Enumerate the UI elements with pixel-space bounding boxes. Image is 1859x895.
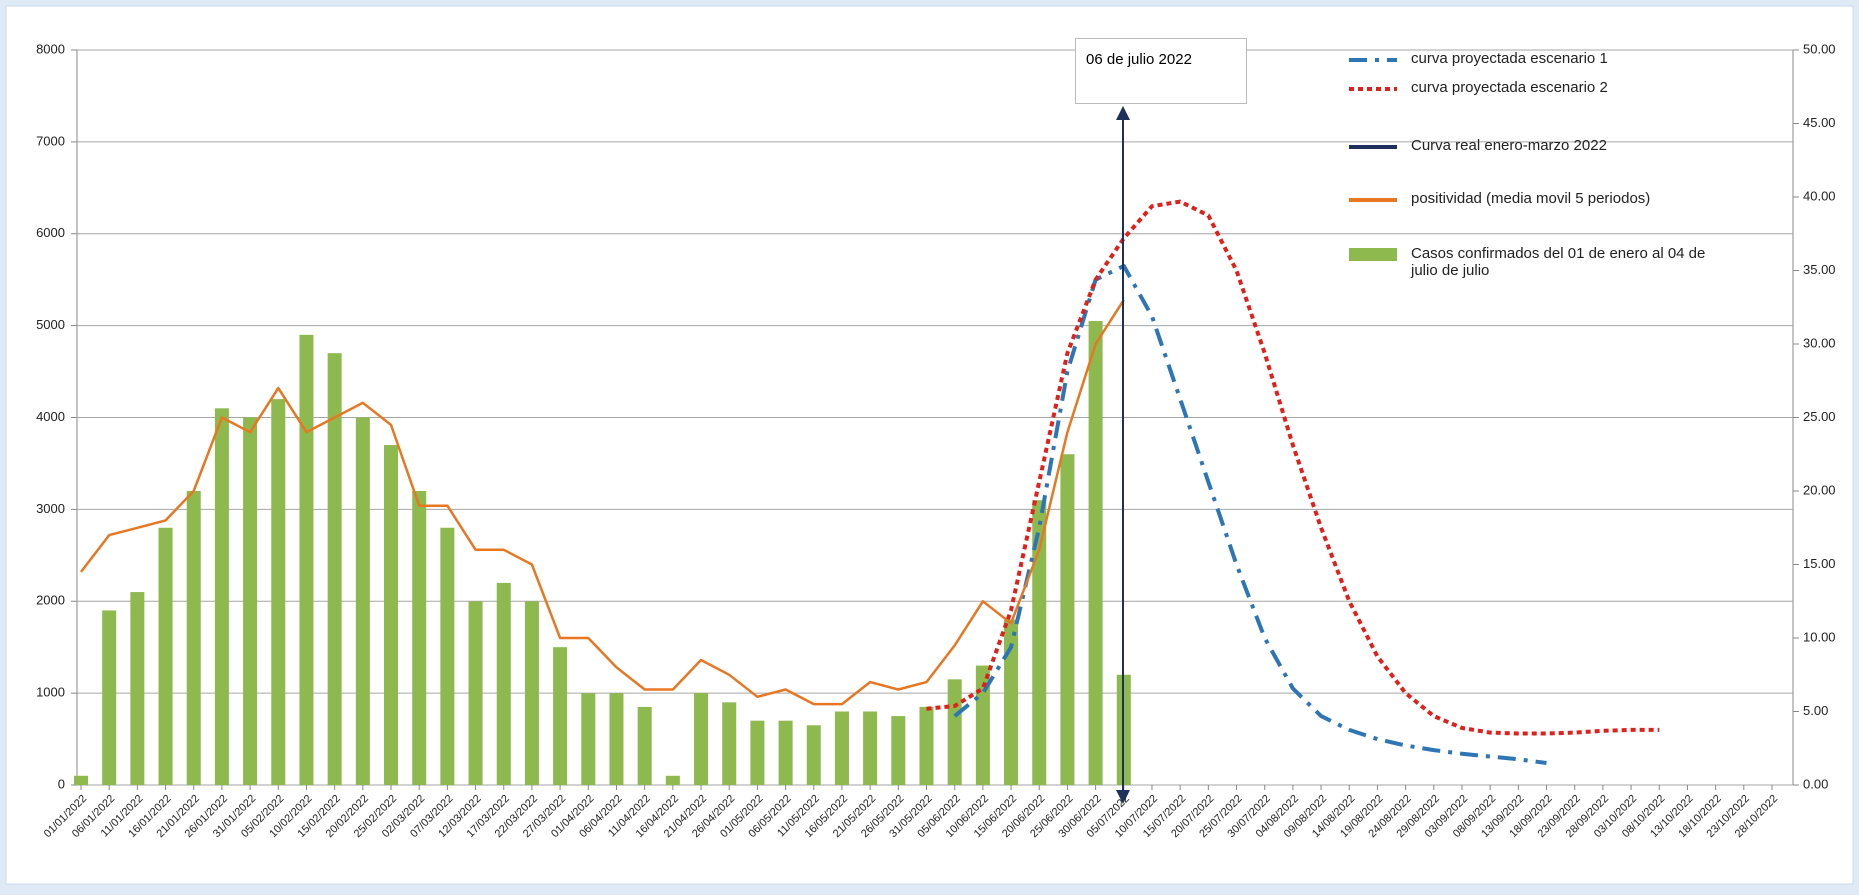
legend-label: Curva real enero-marzo 2022 — [1411, 137, 1607, 154]
legend-item: positividad (media movil 5 periodos) — [1345, 190, 1725, 208]
y-tick-label: 4000 — [36, 409, 65, 424]
y-tick-label: 2000 — [36, 593, 65, 608]
y2-tick-label: 35.00 — [1803, 262, 1836, 277]
bar — [947, 679, 962, 785]
bar — [665, 775, 680, 785]
bar — [1088, 321, 1103, 785]
bar — [102, 610, 117, 785]
series-line — [953, 263, 1547, 765]
legend-item: Casos confirmados del 01 de enero al 04 … — [1345, 245, 1725, 279]
bar — [299, 334, 314, 785]
y-tick-label: 3000 — [36, 501, 65, 516]
bar — [1032, 500, 1047, 785]
bar — [130, 592, 145, 785]
y2-tick-label: 10.00 — [1803, 629, 1836, 644]
y2-tick-label: 5.00 — [1803, 703, 1828, 718]
bar — [863, 711, 878, 785]
bar — [750, 720, 765, 785]
bar — [327, 353, 342, 785]
legend-swatch — [1349, 198, 1397, 202]
bar — [722, 702, 737, 785]
bar — [468, 601, 483, 785]
bar — [243, 417, 258, 785]
y2-tick-label: 15.00 — [1803, 556, 1836, 571]
legend-item: curva proyectada escenario 2 — [1345, 79, 1725, 97]
bar — [806, 725, 821, 785]
bar — [1060, 454, 1075, 785]
bar — [637, 706, 652, 785]
bar — [355, 417, 370, 785]
bar — [496, 582, 511, 785]
annotation: 06 de julio 2022 — [1075, 38, 1247, 104]
legend-swatch — [1349, 248, 1397, 261]
y-tick-label: 7000 — [36, 133, 65, 148]
bar — [609, 693, 624, 785]
bar — [214, 408, 229, 785]
legend-label: curva proyectada escenario 2 — [1411, 79, 1608, 96]
bar — [975, 665, 990, 785]
bar — [891, 716, 906, 785]
bar — [158, 527, 173, 785]
y2-tick-label: 40.00 — [1803, 188, 1836, 203]
bar — [271, 399, 286, 785]
y2-tick-label: 50.00 — [1803, 41, 1836, 56]
bar — [553, 647, 568, 785]
legend-label: Casos confirmados del 01 de enero al 04 … — [1411, 245, 1706, 279]
legend-item: curva proyectada escenario 1 — [1345, 50, 1725, 68]
bar — [919, 706, 934, 785]
y2-tick-label: 45.00 — [1803, 115, 1836, 130]
bar — [694, 693, 709, 785]
y2-tick-label: 20.00 — [1803, 482, 1836, 497]
legend-label: curva proyectada escenario 1 — [1411, 50, 1608, 67]
series-line — [80, 299, 1125, 706]
y2-tick-label: 25.00 — [1803, 409, 1836, 424]
bar — [440, 527, 455, 785]
legend-item: Curva real enero-marzo 2022 — [1345, 137, 1725, 155]
y-tick-label: 5000 — [36, 317, 65, 332]
bar — [384, 445, 399, 785]
y-tick-label: 0 — [58, 776, 65, 791]
y-tick-label: 8000 — [36, 41, 65, 56]
y2-tick-label: 30.00 — [1803, 335, 1836, 350]
y2-tick-label: 0.00 — [1803, 776, 1828, 791]
bar — [186, 491, 201, 785]
bar — [581, 693, 596, 785]
y-tick-label: 6000 — [36, 225, 65, 240]
legend-swatch-bar — [1349, 248, 1397, 261]
y-tick-label: 1000 — [36, 685, 65, 700]
bar — [1004, 619, 1019, 785]
bar — [834, 711, 849, 785]
legend-swatch — [1349, 58, 1397, 62]
bar — [778, 720, 793, 785]
bar — [74, 775, 88, 785]
legend-swatch — [1349, 87, 1397, 91]
bar — [524, 601, 539, 785]
legend-swatch — [1349, 145, 1397, 149]
legend-label: positividad (media movil 5 periodos) — [1411, 190, 1651, 207]
bar — [412, 491, 427, 785]
series-line — [926, 199, 1660, 736]
